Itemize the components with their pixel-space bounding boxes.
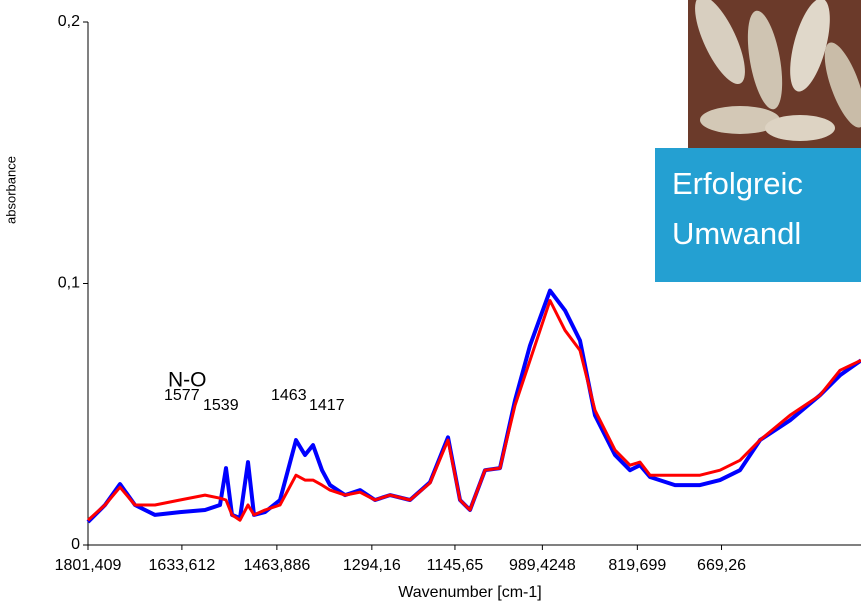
callout-text: Erfolgreic: [672, 166, 803, 201]
x-tick-label: 819,699: [608, 557, 666, 574]
y-tick-label: 0,2: [58, 13, 80, 30]
y-tick-label: 0: [71, 536, 80, 553]
annotation: N-O: [168, 369, 207, 392]
x-axis-label: Wavenumber [cm-1]: [398, 584, 541, 601]
annotation: 1417: [309, 397, 345, 414]
y-tick-label: 0,1: [58, 275, 80, 292]
x-tick-label: 669,26: [697, 557, 746, 574]
x-tick-label: 1633,612: [149, 557, 216, 574]
annotation: 1577: [164, 387, 200, 404]
annotation: 1463: [271, 387, 307, 404]
annotation: 1539: [203, 397, 239, 414]
x-tick-label: 1145,65: [427, 557, 484, 574]
callout-box: [655, 148, 861, 282]
y-axis-label: absorbance: [3, 156, 18, 224]
spectrum-line: [87, 299, 861, 522]
x-tick-label: 989,4248: [509, 557, 576, 574]
seed-photo: [688, 0, 861, 148]
x-tick-label: 1294,16: [343, 557, 401, 574]
x-tick-label: 1463,886: [244, 557, 311, 574]
callout-text: Umwandl: [672, 216, 801, 251]
x-tick-label: 1801,409: [55, 557, 122, 574]
